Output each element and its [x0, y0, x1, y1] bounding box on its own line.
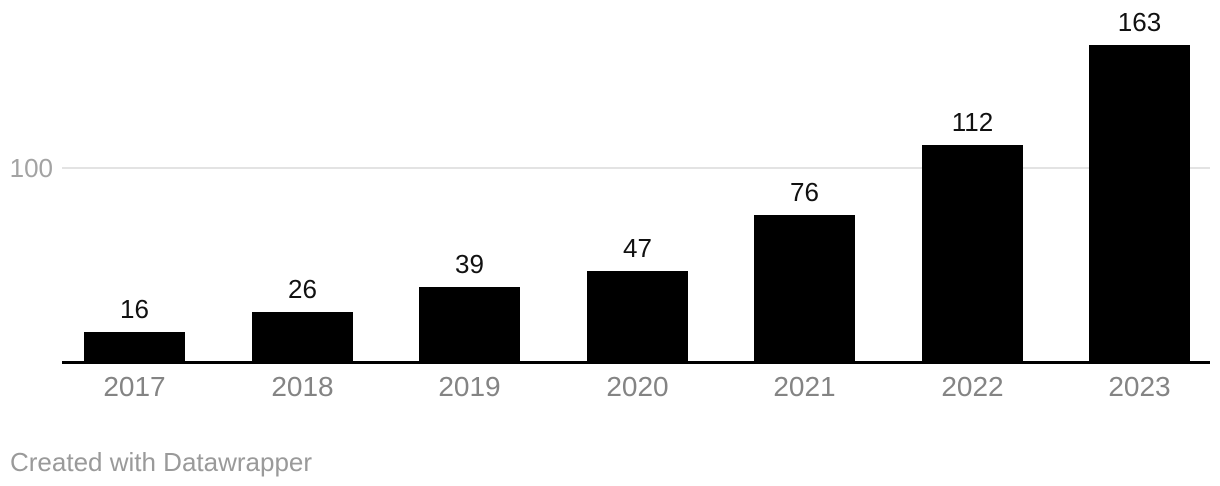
x-axis-line: [62, 361, 1210, 364]
bar-value-label: 112: [951, 107, 994, 137]
x-axis-label: 2017: [103, 371, 166, 402]
bar-value-label: 47: [623, 233, 652, 263]
y-axis-tick-label: 100: [9, 153, 53, 183]
datawrapper-attribution-link[interactable]: Created with Datawrapper: [10, 447, 313, 477]
x-axis-label: 2018: [271, 371, 334, 402]
bar-2019: [419, 287, 520, 363]
x-axis-label: 2020: [606, 371, 669, 402]
bar-value-label: 163: [1117, 7, 1162, 37]
x-axis-label: 2023: [1108, 371, 1171, 402]
x-axis-label: 2019: [438, 371, 501, 402]
bar-2020: [587, 271, 688, 363]
bar-2017: [84, 332, 185, 363]
bar-value-label: 16: [120, 294, 149, 324]
bar-value-label: 26: [288, 274, 317, 304]
x-axis-label: 2022: [941, 371, 1004, 402]
bar-2021: [754, 215, 855, 363]
bar-value-label: 76: [790, 177, 819, 207]
bar-value-label: 39: [455, 249, 484, 279]
x-axis-label: 2021: [773, 371, 836, 402]
gridline-100: [62, 167, 1210, 169]
plot-area: 100 16 2017 26 2018 39 2019 47 2020 76 2021 112 202…: [9, 7, 1210, 402]
bar-2022: [922, 145, 1023, 363]
bar-2018: [252, 312, 353, 363]
bar-2023: [1089, 45, 1190, 363]
